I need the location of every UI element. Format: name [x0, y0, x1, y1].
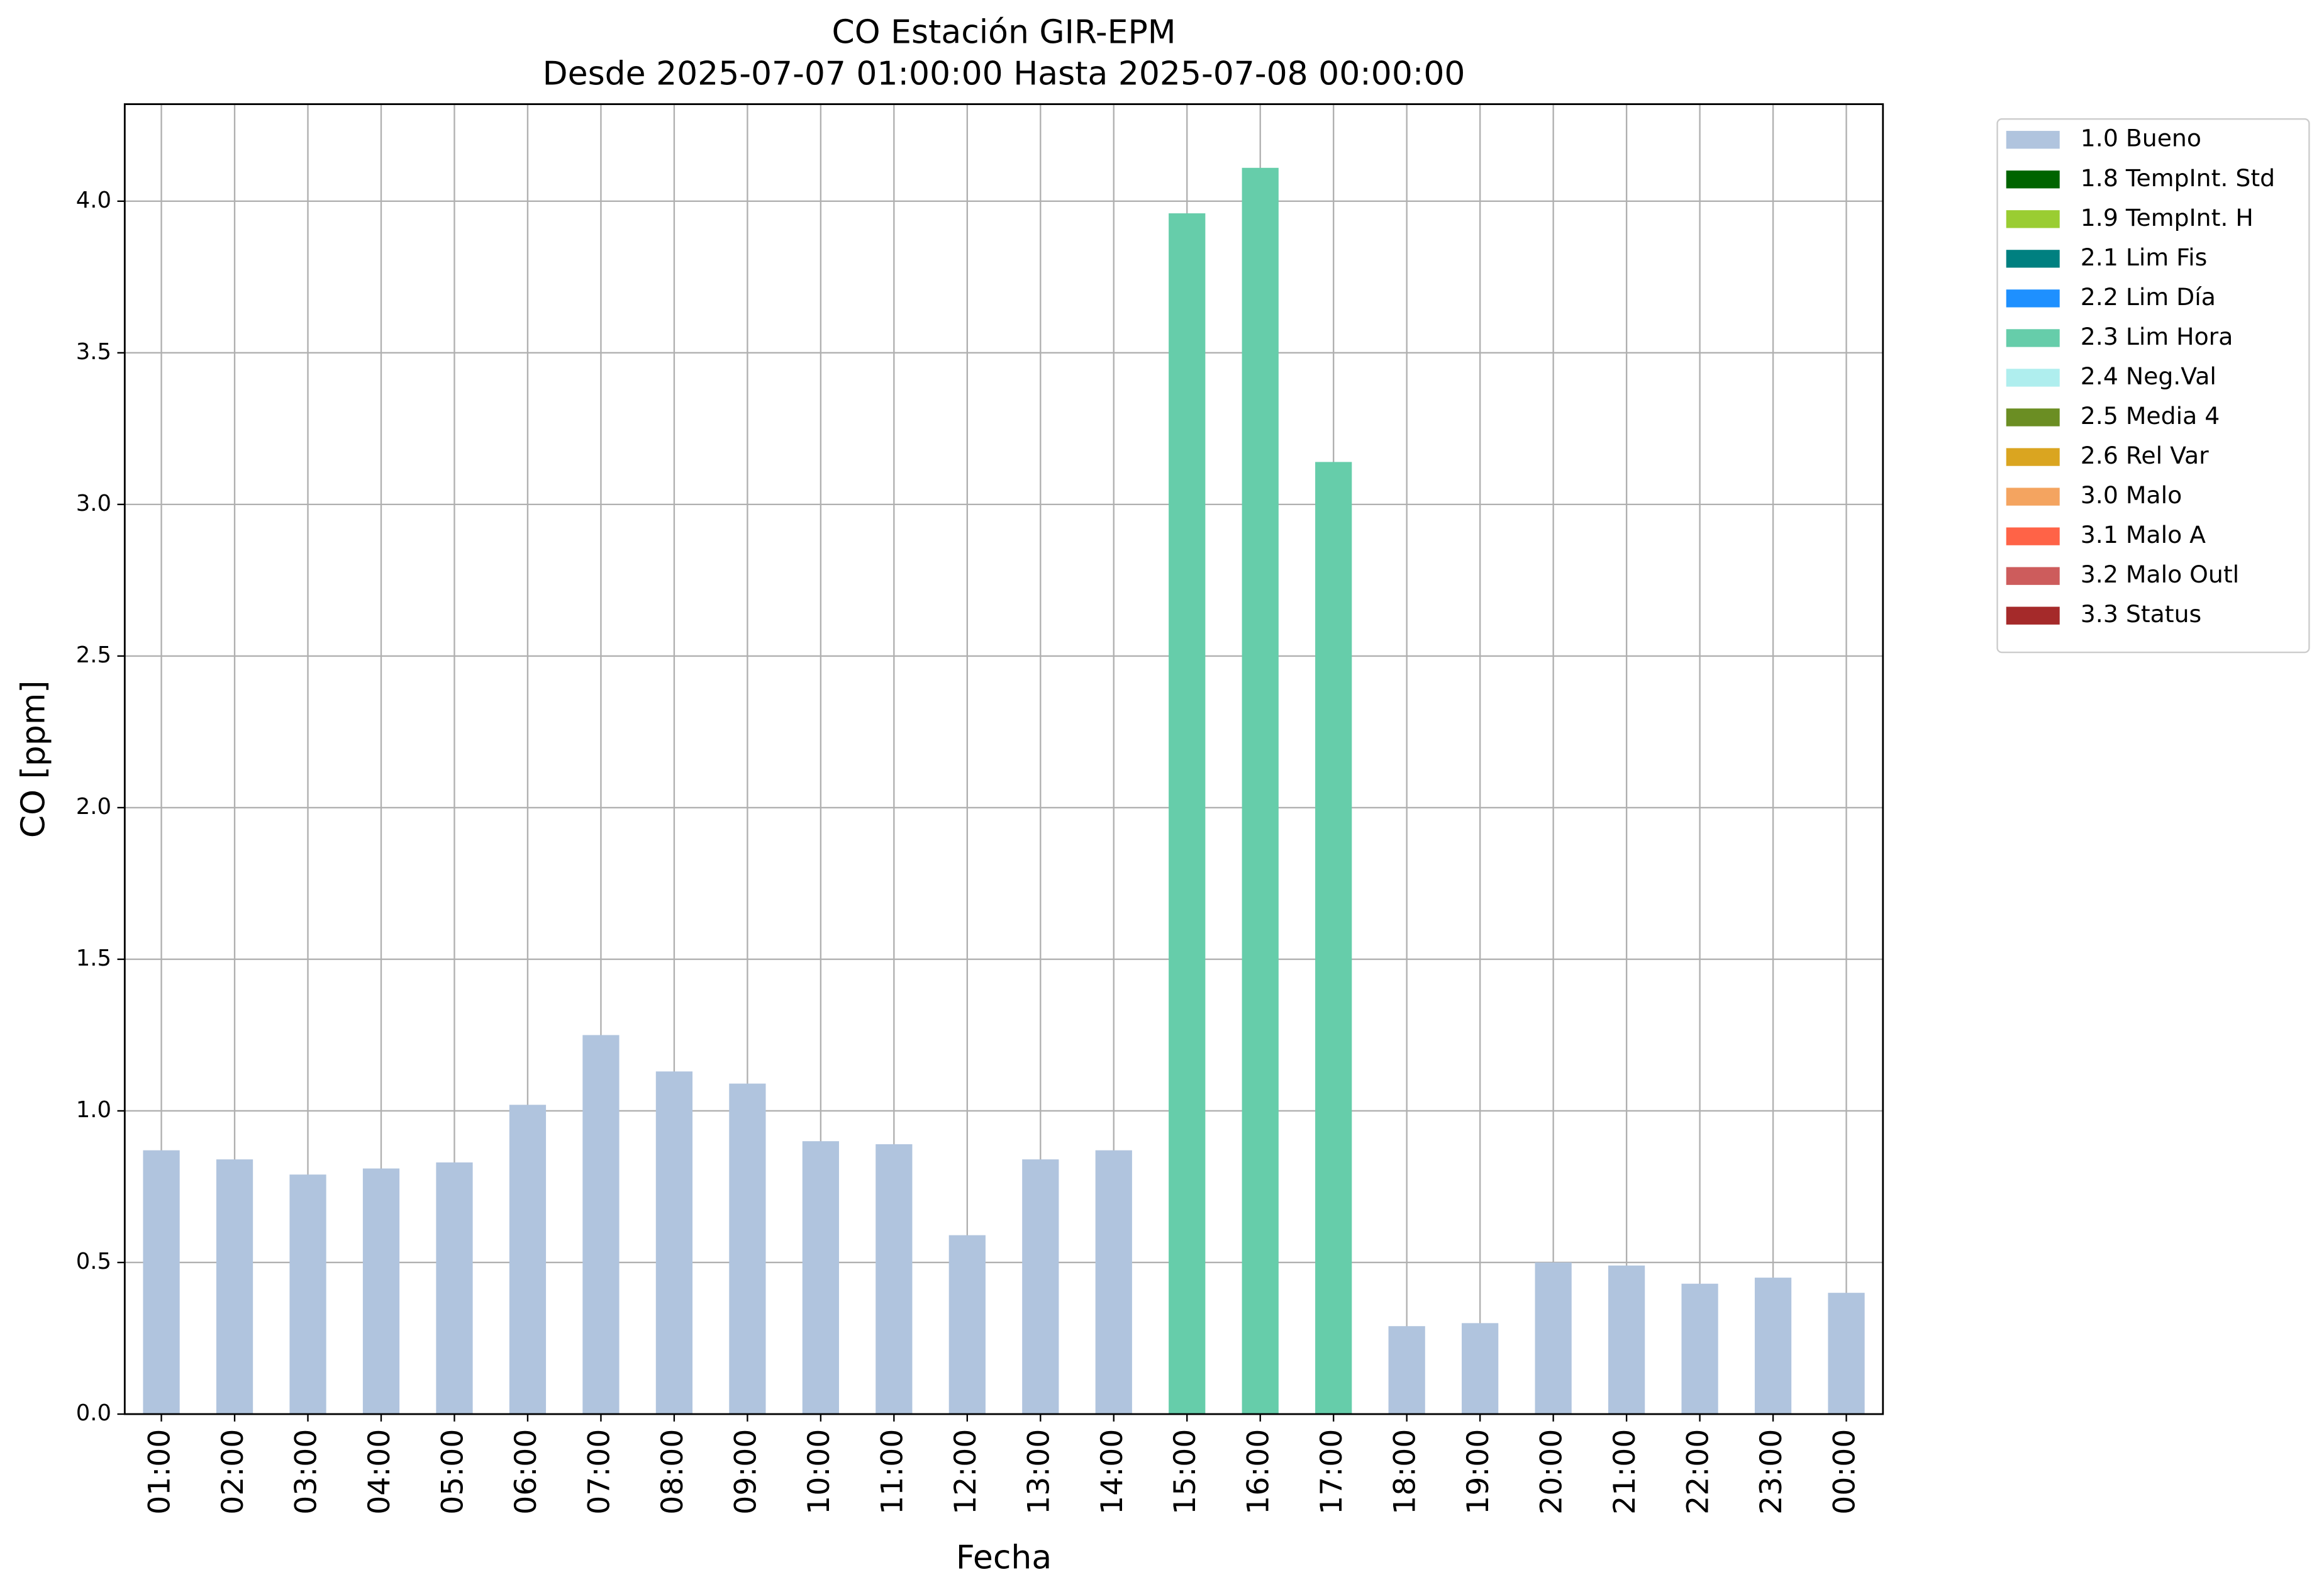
bar	[1754, 1278, 1792, 1415]
x-tick-label: 02:00	[216, 1429, 250, 1515]
legend-swatch	[2006, 329, 2060, 347]
x-tick-label: 07:00	[582, 1429, 616, 1515]
y-tick-label: 1.5	[76, 945, 111, 971]
x-tick-label: 19:00	[1461, 1429, 1496, 1515]
y-axis-label: CO [ppm]	[15, 680, 53, 838]
y-tick-label: 4.0	[76, 187, 111, 213]
bar	[216, 1159, 253, 1415]
bar	[1022, 1159, 1059, 1415]
legend-label: 2.4 Neg.Val	[2081, 362, 2216, 390]
legend-swatch	[2006, 250, 2060, 268]
bar	[876, 1144, 913, 1415]
legend-label: 1.8 TempInt. Std	[2081, 164, 2275, 192]
y-tick-label: 3.0	[76, 491, 111, 516]
bar	[582, 1035, 620, 1415]
legend-swatch	[2006, 170, 2060, 189]
y-tick-label: 2.5	[76, 642, 111, 668]
bar	[1242, 167, 1279, 1415]
legend-swatch	[2006, 210, 2060, 228]
bar	[1535, 1262, 1572, 1415]
legend-label: 2.2 Lim Día	[2081, 283, 2216, 311]
x-tick-label: 00:00	[1828, 1429, 1862, 1515]
legend-swatch	[2006, 408, 2060, 426]
legend-label: 3.0 Malo	[2081, 481, 2182, 509]
x-tick-label: 03:00	[289, 1429, 324, 1515]
x-tick-label: 20:00	[1535, 1429, 1569, 1515]
x-tick-label: 08:00	[655, 1429, 690, 1515]
x-tick-label: 01:00	[143, 1429, 177, 1515]
legend-swatch	[2006, 448, 2060, 466]
x-tick-label: 16:00	[1242, 1429, 1276, 1515]
x-tick-label: 09:00	[728, 1429, 763, 1515]
y-tick-label: 3.5	[76, 339, 111, 365]
bar	[1462, 1323, 1499, 1415]
bars	[143, 167, 1865, 1415]
bar	[1095, 1150, 1132, 1415]
x-tick-label: 14:00	[1095, 1429, 1130, 1515]
x-tick-label: 06:00	[509, 1429, 543, 1515]
bar	[1681, 1283, 1718, 1415]
chart-title: CO Estación GIR-EPM	[831, 14, 1176, 52]
bar	[436, 1162, 473, 1415]
y-tick-label: 1.0	[76, 1097, 111, 1123]
legend-swatch	[2006, 369, 2060, 387]
bar	[729, 1083, 766, 1415]
bar	[1169, 213, 1206, 1415]
y-tick-label: 0.0	[76, 1400, 111, 1426]
legend-label: 3.1 Malo A	[2081, 521, 2206, 549]
bar	[1315, 462, 1352, 1415]
x-tick-label: 17:00	[1315, 1429, 1349, 1515]
chart-subtitle: Desde 2025-07-07 01:00:00 Hasta 2025-07-…	[543, 55, 1465, 93]
legend-swatch	[2006, 289, 2060, 308]
x-axis-label: Fecha	[956, 1539, 1052, 1576]
x-tick-label: 21:00	[1608, 1429, 1642, 1515]
bar	[948, 1235, 986, 1415]
x-tick-label: 23:00	[1754, 1429, 1789, 1515]
bar	[362, 1168, 400, 1415]
legend-swatch	[2006, 131, 2060, 149]
x-tick-label: 12:00	[948, 1429, 983, 1515]
legend-box	[1996, 118, 2310, 654]
legend-swatch	[2006, 488, 2060, 506]
bar	[143, 1150, 180, 1415]
legend-label: 2.6 Rel Var	[2081, 442, 2209, 469]
legend-label: 2.1 Lim Fis	[2081, 243, 2208, 271]
bar	[1388, 1326, 1425, 1415]
bar	[802, 1141, 839, 1415]
x-tick-label: 15:00	[1168, 1429, 1203, 1515]
x-tick-label: 10:00	[802, 1429, 837, 1515]
bar	[509, 1105, 547, 1415]
legend-swatch	[2006, 527, 2060, 545]
bar	[655, 1071, 693, 1415]
legend-swatch	[2006, 606, 2060, 625]
x-tick-label: 11:00	[875, 1429, 909, 1515]
legend-label: 1.0 Bueno	[2081, 125, 2201, 152]
legend-label: 3.3 Status	[2081, 600, 2201, 628]
bar	[1828, 1293, 1865, 1415]
legend-label: 3.2 Malo Outl	[2081, 560, 2239, 588]
y-tick-label: 0.5	[76, 1249, 111, 1274]
plot-frame	[123, 103, 1884, 1415]
legend-swatch	[2006, 567, 2060, 585]
x-tick-label: 18:00	[1388, 1429, 1423, 1515]
x-tick-label: 22:00	[1681, 1429, 1716, 1515]
x-tick-label: 13:00	[1021, 1429, 1056, 1515]
bar	[1608, 1265, 1645, 1415]
x-tick-label: 04:00	[362, 1429, 397, 1515]
x-tick-label: 05:00	[435, 1429, 470, 1515]
legend-label: 1.9 TempInt. H	[2081, 204, 2254, 231]
legend-label: 2.5 Media 4	[2081, 402, 2220, 430]
y-tick-label: 2.0	[76, 794, 111, 820]
bar	[289, 1174, 326, 1415]
legend-label: 2.3 Lim Hora	[2081, 323, 2233, 350]
